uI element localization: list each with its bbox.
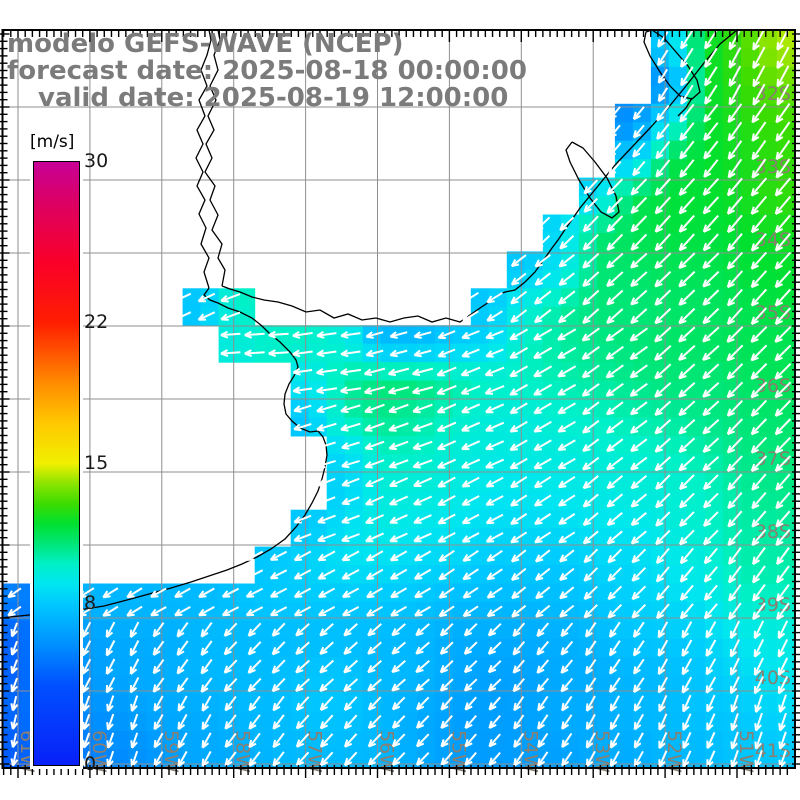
lon-label: 54W [519,730,541,773]
lon-label: 61W [16,730,38,773]
coastline-path-river_east_bank [204,30,226,287]
lon-labels: 61W 60W 59W 58W 57W 56W 55W 54W 53W 52W 51W [16,730,757,773]
colorbar-tick-label: 22 [84,310,109,333]
model-title: modelo GEFS-WAVE (NCEP) [7,29,404,59]
valid-date-label: valid date: 2025-08-19 12:00:00 [38,83,509,113]
lon-label: 58W [232,730,254,773]
colorbar-tick-label: 0 [84,753,97,775]
coastline-path-river_west_bank [195,30,212,289]
lat-label: 34S [755,229,791,251]
forecast-date-label: forecast date: 2025-08-18 00:00:00 [7,56,527,86]
grid-lines [2,30,795,768]
lat-label: 32S [755,83,791,105]
lat-label: 38S [755,521,791,543]
colorbar-tick-label: 30 [84,150,109,172]
lon-label: 53W [591,730,613,773]
lat-label: 37S [755,448,791,470]
lon-label: 55W [447,730,469,773]
lon-label: 56W [376,730,398,773]
coastline-path-south_shore [2,287,328,619]
lon-label: 57W [304,730,326,773]
wind-arrows [7,30,792,768]
lon-label: 60W [88,730,110,773]
lon-label: 52W [663,730,685,773]
lon-label: 59W [160,730,182,773]
lat-label: 39S [755,594,791,616]
colorbar-tick-label: 8 [84,592,97,615]
coastline-path-ocean_coast [221,30,738,323]
colorbar-unit-label: [m/s] [30,132,75,152]
coastlines [2,30,738,619]
coastline-path-lagoa_mirim [565,141,620,219]
axis-ticks [0,30,800,778]
colorbar-gradient [33,161,80,766]
lon-label: 51W [735,730,757,773]
colorbar-tick-label: 15 [84,451,109,474]
coastline-path-patos_channel [677,97,693,117]
